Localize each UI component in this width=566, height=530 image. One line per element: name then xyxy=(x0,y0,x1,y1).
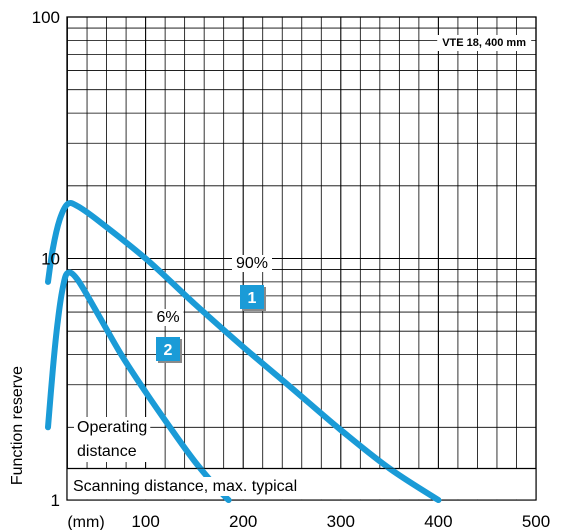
scanning-distance-label: Scanning distance, max. typical xyxy=(73,478,297,495)
operating-distance-label-line1: Operating xyxy=(77,419,147,436)
operating-distance-label-line2: distance xyxy=(77,443,137,460)
series-marker-1 xyxy=(240,285,264,309)
chart-title: VTE 18, 400 mm xyxy=(442,37,526,49)
series-marker-label-2: 2 xyxy=(164,342,173,359)
series-marker-2 xyxy=(156,337,180,361)
chart-series xyxy=(45,200,442,503)
series-line-1 xyxy=(45,200,442,503)
plot-frame xyxy=(66,16,537,501)
y-axis-label: Function reserve xyxy=(9,366,26,485)
x-unit-label: (mm) xyxy=(67,514,104,530)
series-marker-label-1: 1 xyxy=(248,290,257,307)
series-label-1: 90% xyxy=(236,255,268,272)
x-tick-label: 400 xyxy=(424,512,452,530)
series-label-2: 6% xyxy=(156,309,179,326)
y-tick-label: 1 xyxy=(51,491,60,510)
scanning-distance-label-bg xyxy=(71,477,300,496)
operating-distance-label-bg xyxy=(74,417,151,462)
chart-frame xyxy=(66,16,537,501)
y-tick-label: 100 xyxy=(32,8,60,27)
series-label-bg-2 xyxy=(152,309,184,326)
x-tick-label: 100 xyxy=(131,512,159,530)
chart-labels: Scanning distance, max. typical Operating… xyxy=(9,8,550,530)
x-tick-label: 300 xyxy=(327,512,355,530)
chart-title-bg xyxy=(437,35,532,51)
series-label-bg-1 xyxy=(231,255,273,272)
series-line-2 xyxy=(45,269,232,503)
x-tick-label: 500 xyxy=(522,512,550,530)
x-tick-label: 200 xyxy=(229,512,257,530)
y-tick-label: 10 xyxy=(41,250,60,269)
